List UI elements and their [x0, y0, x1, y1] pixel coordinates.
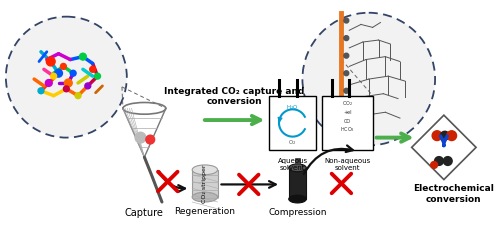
- Text: Compression: Compression: [268, 208, 327, 217]
- Text: CO₂ stripper: CO₂ stripper: [202, 164, 207, 203]
- Circle shape: [302, 13, 435, 145]
- Text: Electrochemical
conversion: Electrochemical conversion: [413, 184, 494, 204]
- Circle shape: [344, 123, 349, 128]
- Circle shape: [344, 53, 349, 58]
- Circle shape: [64, 86, 70, 92]
- Circle shape: [60, 63, 66, 69]
- FancyBboxPatch shape: [294, 158, 300, 164]
- Circle shape: [46, 80, 52, 86]
- Text: Integrated CO₂ capture and
conversion: Integrated CO₂ capture and conversion: [164, 87, 304, 106]
- Circle shape: [85, 83, 90, 89]
- FancyBboxPatch shape: [269, 96, 316, 150]
- Circle shape: [447, 131, 456, 141]
- Circle shape: [50, 73, 56, 79]
- FancyBboxPatch shape: [322, 96, 372, 150]
- Circle shape: [75, 93, 81, 99]
- Circle shape: [135, 132, 146, 143]
- Circle shape: [344, 18, 349, 23]
- Circle shape: [64, 79, 72, 87]
- Circle shape: [444, 157, 452, 165]
- Text: Regeneration: Regeneration: [174, 207, 236, 216]
- FancyBboxPatch shape: [289, 168, 306, 199]
- Circle shape: [90, 66, 96, 72]
- FancyBboxPatch shape: [192, 170, 218, 197]
- Circle shape: [434, 157, 444, 165]
- Circle shape: [432, 131, 442, 141]
- Circle shape: [70, 70, 76, 76]
- Circle shape: [344, 36, 349, 41]
- Ellipse shape: [192, 165, 218, 175]
- Ellipse shape: [289, 164, 306, 172]
- Circle shape: [94, 73, 100, 79]
- Text: CO: CO: [344, 119, 351, 123]
- Text: Non-aqueous
solvent: Non-aqueous solvent: [324, 158, 370, 171]
- Circle shape: [146, 135, 154, 144]
- Ellipse shape: [289, 195, 306, 203]
- Circle shape: [430, 162, 438, 168]
- Circle shape: [80, 53, 86, 60]
- Circle shape: [440, 131, 449, 140]
- Text: Aqueous
solvent: Aqueous solvent: [278, 158, 308, 171]
- Text: CO$_2$: CO$_2$: [342, 99, 353, 108]
- Text: Capture: Capture: [125, 208, 164, 218]
- Text: HCO$_3$: HCO$_3$: [340, 125, 354, 134]
- Circle shape: [46, 57, 55, 66]
- Circle shape: [344, 88, 349, 93]
- Circle shape: [6, 17, 127, 138]
- Text: +el: +el: [343, 110, 351, 115]
- Circle shape: [54, 69, 62, 77]
- Text: H$_2$O: H$_2$O: [286, 103, 299, 112]
- Polygon shape: [412, 115, 476, 180]
- Circle shape: [344, 106, 349, 111]
- Text: O$_2$: O$_2$: [288, 138, 297, 147]
- Ellipse shape: [192, 192, 218, 202]
- Circle shape: [344, 71, 349, 76]
- Circle shape: [38, 88, 44, 94]
